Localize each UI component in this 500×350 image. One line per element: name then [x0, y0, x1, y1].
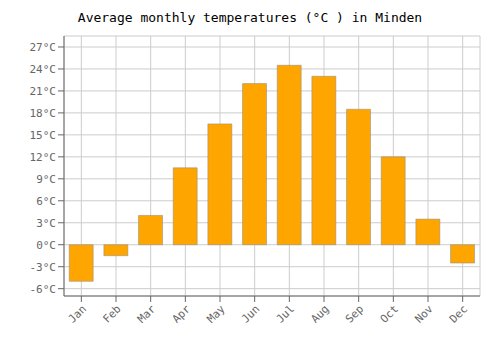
svg-text:Nov: Nov: [412, 302, 436, 326]
svg-text:Apr: Apr: [170, 302, 194, 326]
svg-text:-3°C: -3°C: [30, 261, 57, 274]
svg-text:Oct: Oct: [378, 302, 401, 325]
html-text:Average monthly temperatures (: Average monthly temperatures (°C ) in Mi…: [77, 10, 423, 25]
svg-text:Feb: Feb: [100, 302, 123, 325]
svg-text:-6°C: -6°C: [30, 283, 57, 296]
svg-text:Jan: Jan: [66, 302, 89, 325]
svg-text:6°C: 6°C: [36, 195, 56, 208]
svg-text:18°C: 18°C: [30, 107, 57, 120]
svg-text:0°C: 0°C: [36, 239, 56, 252]
svg-text:Sep: Sep: [343, 302, 366, 325]
svg-text:3°C: 3°C: [36, 217, 56, 230]
svg-text:21°C: 21°C: [30, 85, 57, 98]
svg-text:Mar: Mar: [135, 302, 159, 326]
svg-text:27°C: 27°C: [30, 41, 57, 54]
svg-text:May: May: [204, 302, 228, 326]
svg-text:24°C: 24°C: [30, 63, 57, 76]
svg-text:Jun: Jun: [239, 302, 262, 325]
svg-text:Aug: Aug: [308, 302, 331, 325]
svg-text:Jul: Jul: [274, 302, 297, 325]
svg-text:Dec: Dec: [447, 302, 470, 325]
svg-text:12°C: 12°C: [30, 151, 57, 164]
svg-text:9°C: 9°C: [36, 173, 56, 186]
svg-text:15°C: 15°C: [30, 129, 57, 142]
